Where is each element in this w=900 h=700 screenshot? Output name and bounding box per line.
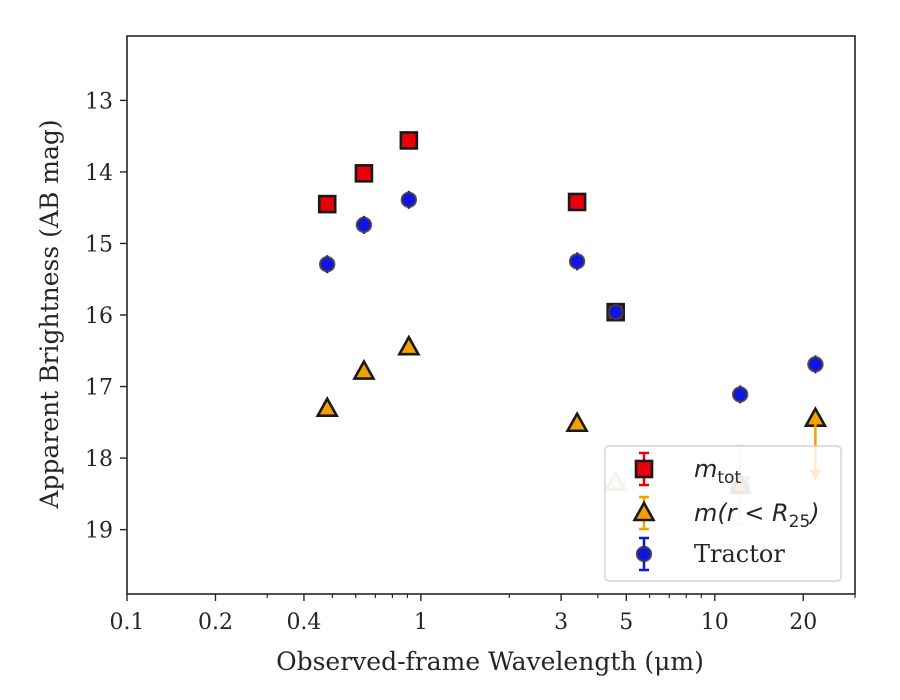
x-tick-label: 0.1: [110, 610, 145, 635]
data-point: [567, 192, 587, 212]
data-point: [354, 164, 374, 183]
y-axis-label: Apparent Brightness (AB mag): [35, 119, 64, 509]
data-point: [352, 358, 376, 380]
y-tick-label: 15: [85, 232, 113, 257]
marker-circle: [607, 303, 624, 321]
y-tick-label: 16: [85, 304, 113, 329]
legend-marker-square: [634, 459, 654, 479]
marker-circle: [355, 216, 373, 234]
series-circle: [319, 190, 824, 404]
marker-triangle: [565, 411, 589, 433]
marker-triangle: [315, 396, 339, 418]
marker-square: [567, 192, 587, 212]
marker-triangle: [397, 334, 421, 356]
marker-triangle: [352, 358, 376, 380]
marker-circle: [731, 386, 749, 403]
data-point: [355, 215, 373, 234]
legend-label: m(r < R25): [694, 499, 820, 532]
y-tick-label: 17: [85, 376, 113, 401]
x-tick-label: 1: [414, 610, 428, 635]
legend-marker-circle: [635, 545, 653, 563]
marker-square: [354, 164, 374, 183]
data-point: [319, 255, 336, 274]
legend-marker-triangle: [632, 500, 656, 522]
marker-circle: [319, 256, 336, 273]
data-point: [565, 411, 589, 433]
y-tick-label: 13: [85, 89, 113, 114]
marker-square: [317, 194, 337, 214]
data-point: [400, 190, 418, 209]
legend-entry: mtot: [634, 451, 741, 488]
legend-entry: m(r < R25): [632, 495, 820, 532]
legend-box: [604, 445, 842, 582]
x-tick-label: 20: [789, 610, 817, 635]
marker-circle: [400, 191, 418, 209]
data-point: [731, 385, 749, 404]
data-point: [399, 131, 419, 150]
data-point: [568, 252, 586, 271]
x-tick-label: 5: [619, 610, 633, 635]
data-point: [607, 303, 624, 322]
x-axis-label: Observed-frame Wavelength (μm): [276, 647, 704, 676]
legend-entry: Tractor: [635, 536, 785, 572]
legend-label: Tractor: [694, 540, 785, 568]
x-tick-label: 0.4: [286, 610, 321, 635]
marker-circle: [568, 253, 586, 270]
marker-square: [399, 131, 419, 150]
marker-circle: [807, 356, 824, 373]
legend: mtot m(r < R25) Tractor: [604, 445, 842, 582]
data-point: [397, 334, 421, 356]
y-tick-label: 19: [85, 519, 113, 544]
data-point: [315, 396, 339, 418]
x-tick-label: 3: [554, 610, 568, 635]
y-tick-label: 14: [85, 161, 113, 186]
legend-label: mtot: [694, 455, 741, 488]
data-point: [317, 194, 337, 214]
x-tick-label: 10: [701, 610, 729, 635]
x-tick-label: 0.2: [198, 610, 233, 635]
data-point: [807, 355, 824, 374]
y-tick-label: 18: [85, 447, 113, 472]
